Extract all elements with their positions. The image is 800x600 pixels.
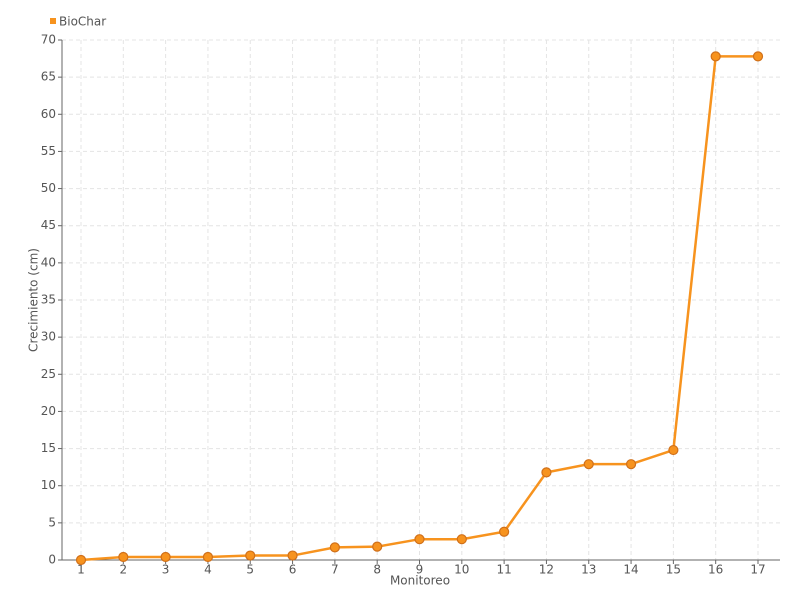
data-point [202, 551, 214, 563]
legend-label: BioChar [59, 15, 106, 29]
y-tick-label: 25 [41, 367, 56, 381]
y-tick-label: 45 [41, 218, 56, 232]
y-tick-label: 60 [41, 107, 56, 121]
x-tick-label: 11 [496, 563, 511, 577]
y-tick-label: 20 [41, 404, 56, 418]
data-point [287, 550, 298, 561]
y-axis-label: Crecimiento (cm) [27, 248, 41, 352]
x-tick-label: 6 [289, 563, 297, 577]
y-tick-label: 35 [41, 293, 56, 307]
data-point [668, 444, 679, 456]
data-point [372, 541, 383, 552]
data-point [160, 551, 171, 563]
data-point [541, 467, 552, 478]
data-point [75, 554, 87, 566]
x-tick-label: 9 [416, 563, 424, 577]
x-tick-label: 5 [246, 563, 254, 577]
y-tick-label: 5 [48, 515, 56, 529]
data-point [118, 551, 129, 563]
x-tick-label: 3 [162, 563, 170, 577]
data-point [583, 459, 594, 470]
x-tick-label: 17 [750, 563, 765, 577]
x-tick-label: 15 [666, 563, 681, 577]
x-tick-label: 8 [373, 563, 381, 577]
x-tick-label: 14 [623, 563, 638, 577]
legend-swatch [50, 18, 56, 24]
data-point [245, 550, 256, 561]
y-tick-label: 0 [48, 553, 56, 567]
x-axis-label: Monitoreo [390, 574, 450, 588]
x-tick-label: 4 [204, 563, 212, 577]
x-tick-label: 7 [331, 563, 339, 577]
y-tick-label: 30 [41, 330, 56, 344]
y-tick-label: 65 [41, 70, 56, 84]
x-tick-label: 2 [119, 563, 127, 577]
x-tick-label: 10 [454, 563, 469, 577]
data-point [499, 526, 510, 537]
data-point [329, 542, 340, 553]
x-tick-label: 1 [77, 563, 85, 577]
x-tick-label: 13 [581, 563, 596, 577]
y-tick-label: 50 [41, 181, 56, 195]
y-tick-label: 55 [41, 144, 56, 158]
x-tick-label: 16 [708, 563, 723, 577]
y-tick-label: 40 [41, 255, 56, 269]
data-point [752, 51, 764, 62]
data-point [625, 459, 637, 470]
x-tick-label: 12 [539, 563, 554, 577]
data-point [456, 534, 467, 545]
data-point [414, 534, 425, 545]
y-tick-label: 70 [41, 33, 56, 47]
y-tick-label: 10 [41, 478, 56, 492]
data-point [710, 51, 721, 62]
y-tick-label: 15 [41, 441, 56, 455]
